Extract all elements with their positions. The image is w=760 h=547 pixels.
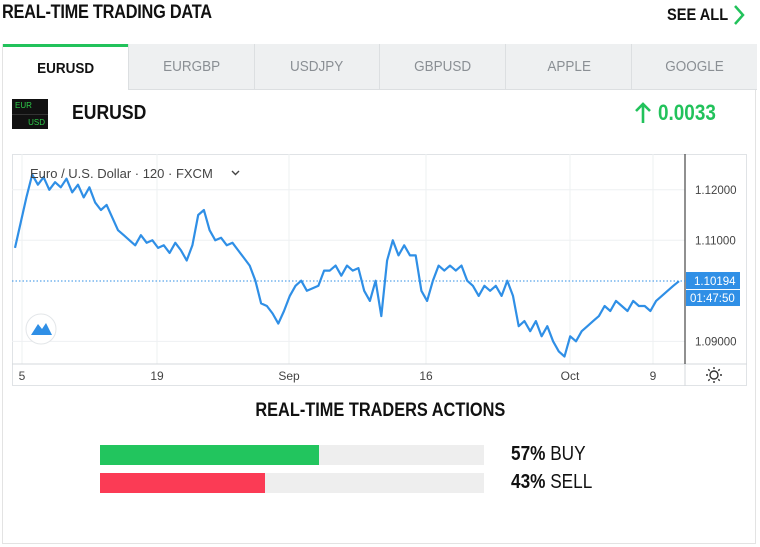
- sell-bar-fill: [100, 473, 266, 493]
- buy-side-label: BUY: [550, 443, 586, 465]
- tab-eurgbp[interactable]: EURGBP: [127, 44, 254, 90]
- y-tick-label: 1.09000: [695, 336, 737, 348]
- tab-label: GBPUSD: [414, 58, 472, 75]
- price-series-line: [13, 173, 680, 358]
- flag-divider: [12, 114, 48, 115]
- price-chart[interactable]: 1.10194 01:47:50 1.12000 1.11000 1.09000 5 1…: [12, 154, 747, 386]
- tab-label: EURUSD: [36, 60, 94, 77]
- pair-summary: EUR USD EURUSD 0.0033: [3, 90, 757, 138]
- chart-title: Euro / U.S. Dollar · 120 · FXCM: [30, 166, 213, 181]
- y-tick-label: 1.12000: [695, 185, 737, 197]
- traders-actions-title-text: REAL-TIME TRADERS ACTIONS: [255, 400, 505, 421]
- see-all-link[interactable]: SEE ALL: [657, 3, 746, 27]
- traders-actions-title: REAL-TIME TRADERS ACTIONS: [3, 400, 757, 422]
- x-tick-label: 19: [150, 369, 164, 383]
- tab-apple[interactable]: APPLE: [505, 44, 632, 90]
- tab-label: USDJPY: [290, 58, 344, 75]
- price-change-value: 0.0033: [657, 100, 716, 125]
- buy-percent-value: 57%: [511, 443, 546, 465]
- tab-google[interactable]: GOOGLE: [631, 44, 757, 90]
- chart-settings-gear-icon[interactable]: [706, 367, 722, 383]
- eurusd-flag-icon: EUR USD: [12, 99, 48, 129]
- price-chart-svg[interactable]: 1.10194 01:47:50 1.12000 1.11000 1.09000 5 1…: [12, 154, 747, 386]
- flag-quote-label: USD: [28, 118, 45, 127]
- buy-bar-fill: [100, 445, 319, 465]
- y-tick-label: 1.11000: [695, 235, 736, 247]
- instrument-tabs: EURUSD EURGBP USDJPY GBPUSD APPLE GOOGLE: [3, 44, 757, 90]
- see-all-label: SEE ALL: [666, 5, 728, 24]
- x-tick-label: 16: [419, 369, 433, 383]
- x-tick-label: 9: [650, 369, 657, 383]
- price-change: 0.0033: [634, 100, 725, 126]
- tab-label: GOOGLE: [665, 58, 724, 75]
- x-tick-label: Oct: [561, 369, 580, 383]
- arrow-up-icon: [634, 102, 651, 123]
- sell-percent-value: 43%: [511, 471, 546, 493]
- tab-label: EURGBP: [162, 58, 220, 75]
- chart-logo-icon[interactable]: [25, 313, 57, 345]
- sell-side-label: SELL: [550, 471, 593, 493]
- flag-base-label: EUR: [15, 101, 32, 110]
- pair-name: EURUSD: [72, 102, 147, 124]
- countdown-badge: [686, 290, 740, 307]
- chevron-down-icon[interactable]: [231, 170, 240, 176]
- sell-bar-track: [100, 473, 484, 493]
- current-price-badge: [686, 272, 740, 290]
- section-header: REAL-TIME TRADING DATA SEE ALL: [0, 0, 760, 30]
- chevron-right-icon: [734, 5, 745, 25]
- buy-bar-track: [100, 445, 484, 465]
- x-tick-label: Sep: [278, 369, 300, 383]
- trading-widget: EURUSD EURGBP USDJPY GBPUSD APPLE GOOGLE…: [2, 44, 757, 544]
- tab-usdjpy[interactable]: USDJPY: [253, 44, 380, 90]
- tab-gbpusd[interactable]: GBPUSD: [379, 44, 506, 90]
- section-title: REAL-TIME TRADING DATA: [2, 2, 212, 23]
- tab-label: APPLE: [546, 58, 591, 75]
- current-price-label: 1.10194: [694, 276, 736, 288]
- sell-percent: 43% SELL: [511, 471, 592, 494]
- tab-eurusd[interactable]: EURUSD: [3, 44, 128, 90]
- x-tick-label: 5: [19, 369, 26, 383]
- buy-percent: 57% BUY: [511, 443, 586, 466]
- countdown-label: 01:47:50: [690, 293, 735, 305]
